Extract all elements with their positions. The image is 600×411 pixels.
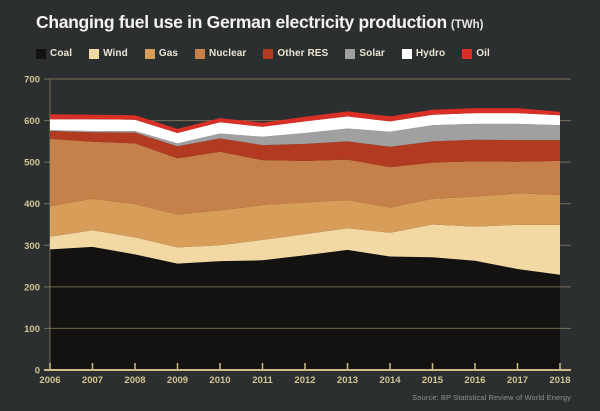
- x-tick-label-2013: 2013: [337, 375, 358, 386]
- x-tick-label-2012: 2012: [294, 375, 315, 386]
- y-tick-label-700: 700: [24, 75, 40, 86]
- area-hydro: [50, 113, 560, 144]
- x-tick-label-2009: 2009: [167, 375, 188, 386]
- chart-legend: Coal Wind Gas Nuclear Other RES Solar Hydro Oil: [36, 48, 590, 59]
- legend-swatch-icon: [144, 48, 155, 59]
- legend-label: Other RES: [277, 48, 329, 59]
- area-solar: [50, 123, 560, 147]
- legend-swatch-icon: [263, 48, 274, 59]
- legend-label: Wind: [103, 48, 128, 59]
- y-tick-label-400: 400: [24, 199, 40, 210]
- legend-label: Oil: [476, 48, 490, 59]
- y-tick-label-0: 0: [35, 366, 40, 377]
- x-tick-label-2006: 2006: [39, 375, 60, 386]
- x-tick-label-2018: 2018: [549, 375, 570, 386]
- y-tick-label-200: 200: [24, 282, 40, 293]
- y-tick-label-600: 600: [24, 116, 40, 127]
- legend-label: Coal: [50, 48, 73, 59]
- area-other-res: [50, 131, 560, 168]
- legend-item-solar: Solar: [345, 48, 385, 59]
- x-tick-label-2007: 2007: [82, 375, 103, 386]
- legend-swatch-icon: [36, 48, 46, 59]
- x-tick-label-2017: 2017: [507, 375, 528, 386]
- legend-item-nuclear: Nuclear: [195, 48, 246, 59]
- x-tick-label-2016: 2016: [464, 375, 485, 386]
- legend-swatch-icon: [401, 48, 412, 59]
- legend-swatch-icon: [462, 48, 473, 59]
- area-gas: [50, 193, 560, 248]
- legend-item-oil: Oil: [462, 48, 490, 59]
- area-oil: [50, 108, 560, 133]
- chart-title-unit: (TWh): [450, 19, 484, 31]
- area-coal: [44, 246, 560, 370]
- y-tick-label-300: 300: [24, 241, 40, 252]
- y-tick-label-100: 100: [24, 324, 40, 335]
- y-tick-label-500: 500: [24, 158, 40, 169]
- page-title: Changing fuel use in German electricity …: [36, 12, 590, 33]
- legend-swatch-icon: [345, 48, 356, 59]
- legend-swatch-icon: [89, 48, 100, 59]
- chart-title: Changing fuel use in German electricity …: [36, 12, 447, 32]
- legend-item-coal: Coal: [36, 48, 72, 59]
- source-attribution: Source: BP Statistical Review of World E…: [412, 393, 571, 402]
- x-tick-label-2014: 2014: [379, 375, 401, 386]
- legend-item-wind: Wind: [89, 48, 128, 59]
- area-nuclear: [50, 138, 560, 215]
- legend-label: Hydro: [415, 48, 446, 59]
- legend-item-other-res: Other RES: [263, 48, 328, 59]
- legend-label: Solar: [359, 48, 385, 59]
- area-wind: [50, 224, 560, 275]
- legend-label: Gas: [158, 48, 179, 59]
- legend-item-hydro: Hydro: [401, 48, 446, 59]
- legend-label: Nuclear: [209, 48, 247, 59]
- x-tick-label-2010: 2010: [209, 375, 230, 386]
- x-tick-label-2008: 2008: [124, 375, 145, 386]
- legend-swatch-icon: [195, 48, 206, 59]
- x-tick-label-2011: 2011: [252, 375, 273, 386]
- legend-item-gas: Gas: [144, 48, 179, 59]
- x-tick-label-2015: 2015: [422, 375, 444, 386]
